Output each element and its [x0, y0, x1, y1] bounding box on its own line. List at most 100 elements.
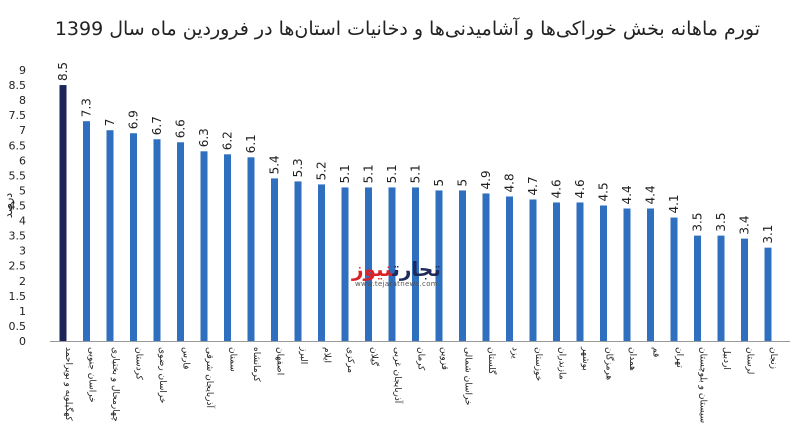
category-label: خوزستان	[533, 347, 543, 381]
bar	[388, 187, 396, 341]
bar	[365, 187, 372, 341]
bar	[553, 202, 560, 341]
category-label: مازندران	[557, 347, 567, 380]
bar-value-label: 5.1	[385, 164, 399, 183]
bar-value-label: 4.7	[526, 176, 540, 195]
bar-value-label: 4.4	[644, 185, 658, 204]
y-tick-label: 7.5	[9, 109, 27, 122]
category-label: تهران	[674, 347, 684, 368]
y-tick-label: 5	[19, 184, 26, 197]
bar-value-label: 5.2	[315, 161, 329, 180]
bar	[717, 235, 725, 341]
bar-value-label: 6.3	[197, 128, 211, 147]
bar	[529, 199, 537, 341]
bar	[294, 181, 302, 341]
category-label: اصفهان	[275, 347, 285, 375]
watermark-logo: تجارتنیوز	[352, 258, 441, 280]
category-label: البرز	[298, 346, 308, 364]
bar	[482, 193, 490, 341]
bar-value-label: 5.1	[338, 164, 352, 183]
category-label: کردستان	[134, 347, 144, 381]
category-label: هرمزگان	[604, 347, 616, 380]
bar-value-label: 7	[103, 119, 117, 127]
bar-value-label: 5.3	[291, 158, 305, 177]
bar	[106, 130, 114, 341]
bar-value-label: 4.8	[503, 173, 517, 192]
category-label: قزوین	[439, 347, 449, 370]
bar-value-label: 5.4	[268, 155, 282, 174]
bar	[200, 151, 208, 341]
y-tick-label: 9	[19, 64, 26, 77]
bar-value-label: 4.1	[667, 194, 681, 213]
bar	[647, 208, 654, 341]
bar	[153, 139, 161, 341]
category-label: همدان	[627, 347, 637, 371]
bar	[459, 190, 466, 341]
bar	[130, 133, 137, 341]
y-tick-label: 8.5	[9, 79, 27, 92]
bar	[741, 238, 748, 341]
y-tick-label: 2	[19, 275, 26, 288]
category-label: سمنان	[228, 347, 238, 372]
bar-value-label: 8.5	[56, 62, 70, 81]
bar-value-label: 6.6	[174, 119, 188, 138]
y-tick-label: 0	[19, 335, 26, 348]
category-label: آذربایجان غربی	[392, 347, 404, 404]
category-label: زنجان	[768, 347, 778, 369]
bar	[271, 178, 278, 341]
bar-value-label: 4.5	[597, 182, 611, 201]
bar	[412, 187, 419, 341]
y-axis-title: درصد	[2, 193, 15, 218]
bar-value-label: 5	[432, 179, 446, 187]
bar-value-label: 4.6	[573, 179, 587, 198]
bar	[83, 121, 90, 341]
bar	[247, 157, 255, 341]
y-tick-label: 3.5	[9, 230, 27, 243]
y-tick-label: 5.5	[9, 169, 27, 182]
y-tick-label: 4	[19, 215, 26, 228]
category-label: خراسان رضوی	[157, 347, 167, 403]
bar-value-label: 4.9	[479, 170, 493, 189]
y-tick-label: 1.5	[9, 290, 27, 303]
bar	[764, 247, 772, 341]
bar-value-label: 3.5	[714, 213, 728, 232]
bar-value-label: 3.5	[691, 213, 705, 232]
bar	[694, 235, 701, 341]
category-label: ایلام	[322, 347, 332, 363]
category-label: اردبیل	[721, 347, 731, 370]
category-label: کرمان	[416, 347, 426, 371]
bar	[623, 208, 631, 341]
bar-value-label: 5.1	[409, 164, 423, 183]
bar-value-label: 5.1	[362, 164, 376, 183]
y-tick-label: 4.5	[9, 200, 27, 213]
bar	[224, 154, 231, 341]
category-label: مرکزی	[345, 347, 355, 373]
category-label: کرمانشاه	[251, 347, 261, 383]
bar	[506, 196, 513, 341]
bar	[576, 202, 584, 341]
watermark-brand-main: تجارت	[392, 257, 441, 281]
bar-value-label: 3.4	[738, 216, 752, 235]
bar-value-label: 3.1	[761, 225, 775, 244]
category-label: خراسان جنوبی	[87, 347, 97, 403]
tejarat-news-watermark: تجارتنیوز www.tejaratnews.com	[352, 258, 441, 288]
bar-value-label: 7.3	[80, 98, 94, 117]
chart-title: تورم ماهانه بخش خوراکی‌ها و آشامیدنی‌ها …	[54, 18, 760, 40]
bar-value-label: 6.1	[244, 134, 258, 153]
category-label: گیلان	[369, 347, 381, 367]
bar	[341, 187, 349, 341]
bar-value-label: 5	[456, 179, 470, 187]
bar	[435, 190, 443, 341]
bar-value-label: 4.6	[550, 179, 564, 198]
watermark-brand-accent: نیوز	[352, 257, 393, 281]
category-label: یزد	[510, 347, 520, 359]
bar-value-label: 6.7	[150, 116, 164, 135]
category-label: قم	[651, 347, 661, 357]
bar-value-label: 4.4	[620, 185, 634, 204]
bar	[59, 85, 67, 341]
y-tick-label: 7	[19, 124, 26, 137]
category-label: چهارمحال و بختیاری	[110, 347, 120, 422]
y-tick-label: 3	[19, 245, 26, 258]
y-tick-label: 8	[19, 94, 26, 107]
